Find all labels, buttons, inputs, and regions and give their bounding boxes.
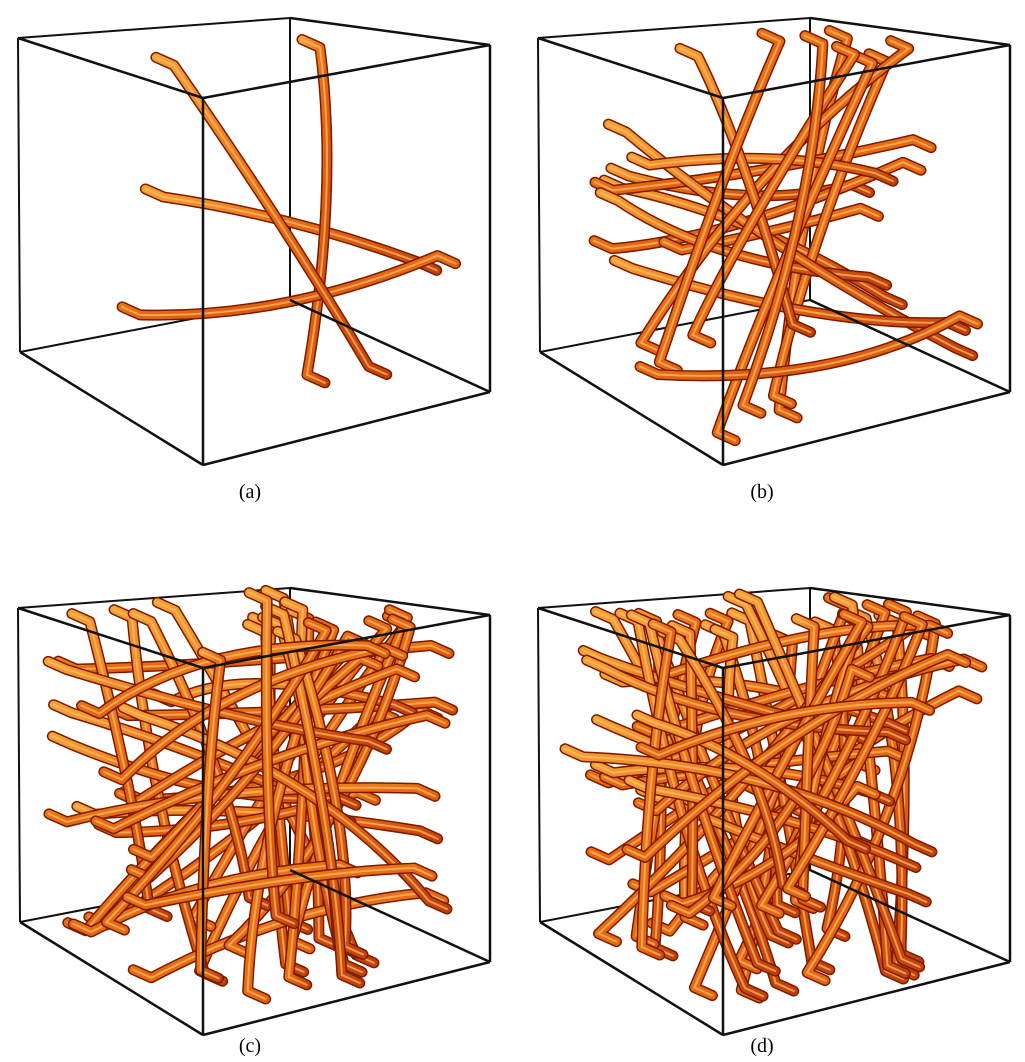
cube-edge bbox=[538, 38, 723, 98]
cube-edge bbox=[18, 18, 290, 38]
cube-edge bbox=[538, 588, 810, 608]
cube-edge bbox=[540, 352, 723, 465]
cube-edge bbox=[20, 922, 203, 1035]
cube-edge bbox=[18, 38, 20, 352]
cube-edge bbox=[810, 300, 1010, 392]
cube-edge bbox=[538, 608, 540, 922]
panel bbox=[538, 18, 1010, 465]
caption: (d) bbox=[750, 1035, 773, 1057]
caption: (c) bbox=[239, 1035, 261, 1057]
tube bbox=[156, 57, 387, 374]
cube-edge bbox=[203, 392, 490, 465]
panel bbox=[538, 588, 1010, 1035]
cube-edge bbox=[203, 45, 490, 98]
cube-edge bbox=[290, 18, 490, 45]
cube-edge bbox=[18, 608, 20, 922]
panel bbox=[18, 18, 490, 465]
panel bbox=[18, 588, 490, 1035]
cube-edge bbox=[723, 392, 1010, 465]
figure: (a) (b) (c) (d) bbox=[0, 0, 1025, 1062]
caption: (a) bbox=[239, 481, 261, 503]
cube-edge bbox=[20, 352, 203, 465]
caption: (b) bbox=[750, 481, 773, 503]
cube-edge bbox=[538, 38, 540, 352]
